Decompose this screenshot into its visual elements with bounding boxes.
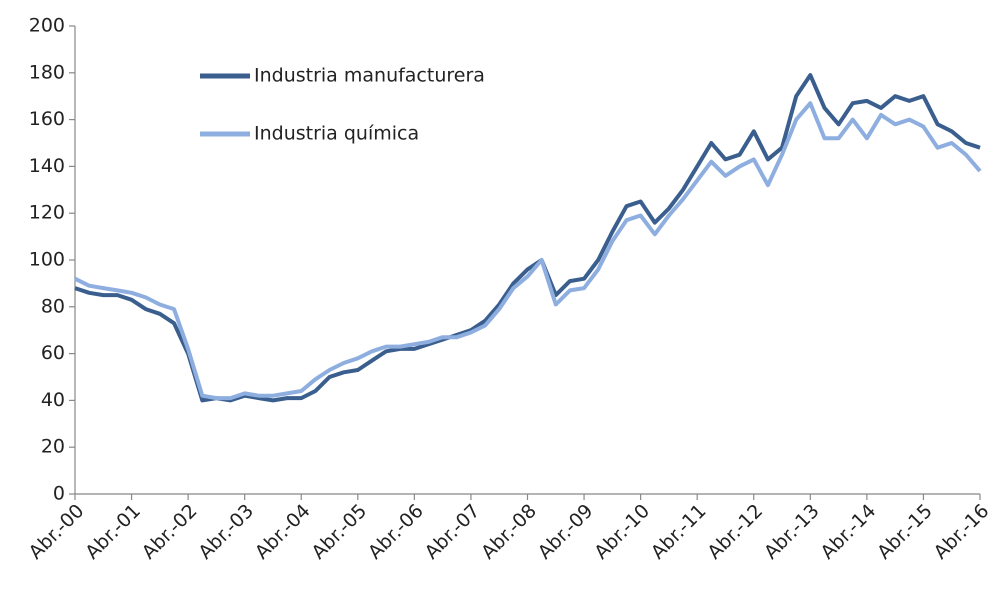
y-tick-label: 160 — [29, 108, 65, 130]
x-tick-label: Abr.-00 — [25, 500, 89, 564]
legend-label: Industria manufacturera — [254, 65, 485, 87]
x-tick-label: Abr.-06 — [364, 500, 428, 564]
x-tick-label: Abr.-10 — [590, 500, 654, 564]
y-tick-label: 40 — [41, 389, 65, 411]
y-tick-label: 180 — [29, 61, 65, 83]
series-line — [74, 101, 982, 401]
y-tick-label: 60 — [41, 342, 65, 364]
x-tick-label: Abr.-13 — [760, 500, 824, 564]
y-tick-label: 200 — [29, 15, 65, 37]
x-tick-label: Abr.-14 — [817, 500, 881, 564]
x-tick-label: Abr.-03 — [194, 500, 258, 564]
x-tick-label: Abr.-02 — [138, 500, 202, 564]
legend-label: Industria química — [254, 123, 419, 145]
x-tick-label: Abr.-12 — [703, 500, 767, 564]
x-tick-label: Abr.-01 — [81, 500, 145, 564]
x-tick-label: Abr.-05 — [307, 500, 371, 564]
x-tick-label: Abr.-11 — [647, 500, 711, 564]
y-tick-label: 20 — [41, 436, 65, 458]
x-tick-label: Abr.-07 — [421, 500, 485, 564]
x-tick-label: Abr.-04 — [251, 500, 315, 564]
series-line — [74, 73, 981, 403]
x-tick-label: Abr.-15 — [873, 500, 937, 564]
x-tick-label: Abr.-09 — [534, 500, 598, 564]
y-tick-label: 140 — [29, 155, 65, 177]
x-tick-label: Abr.-08 — [477, 500, 541, 564]
x-tick-label: Abr.-16 — [930, 500, 989, 564]
y-tick-label: 100 — [29, 249, 65, 271]
y-tick-label: 80 — [41, 295, 65, 317]
y-tick-label: 120 — [29, 202, 65, 224]
y-tick-label: 0 — [53, 483, 65, 505]
